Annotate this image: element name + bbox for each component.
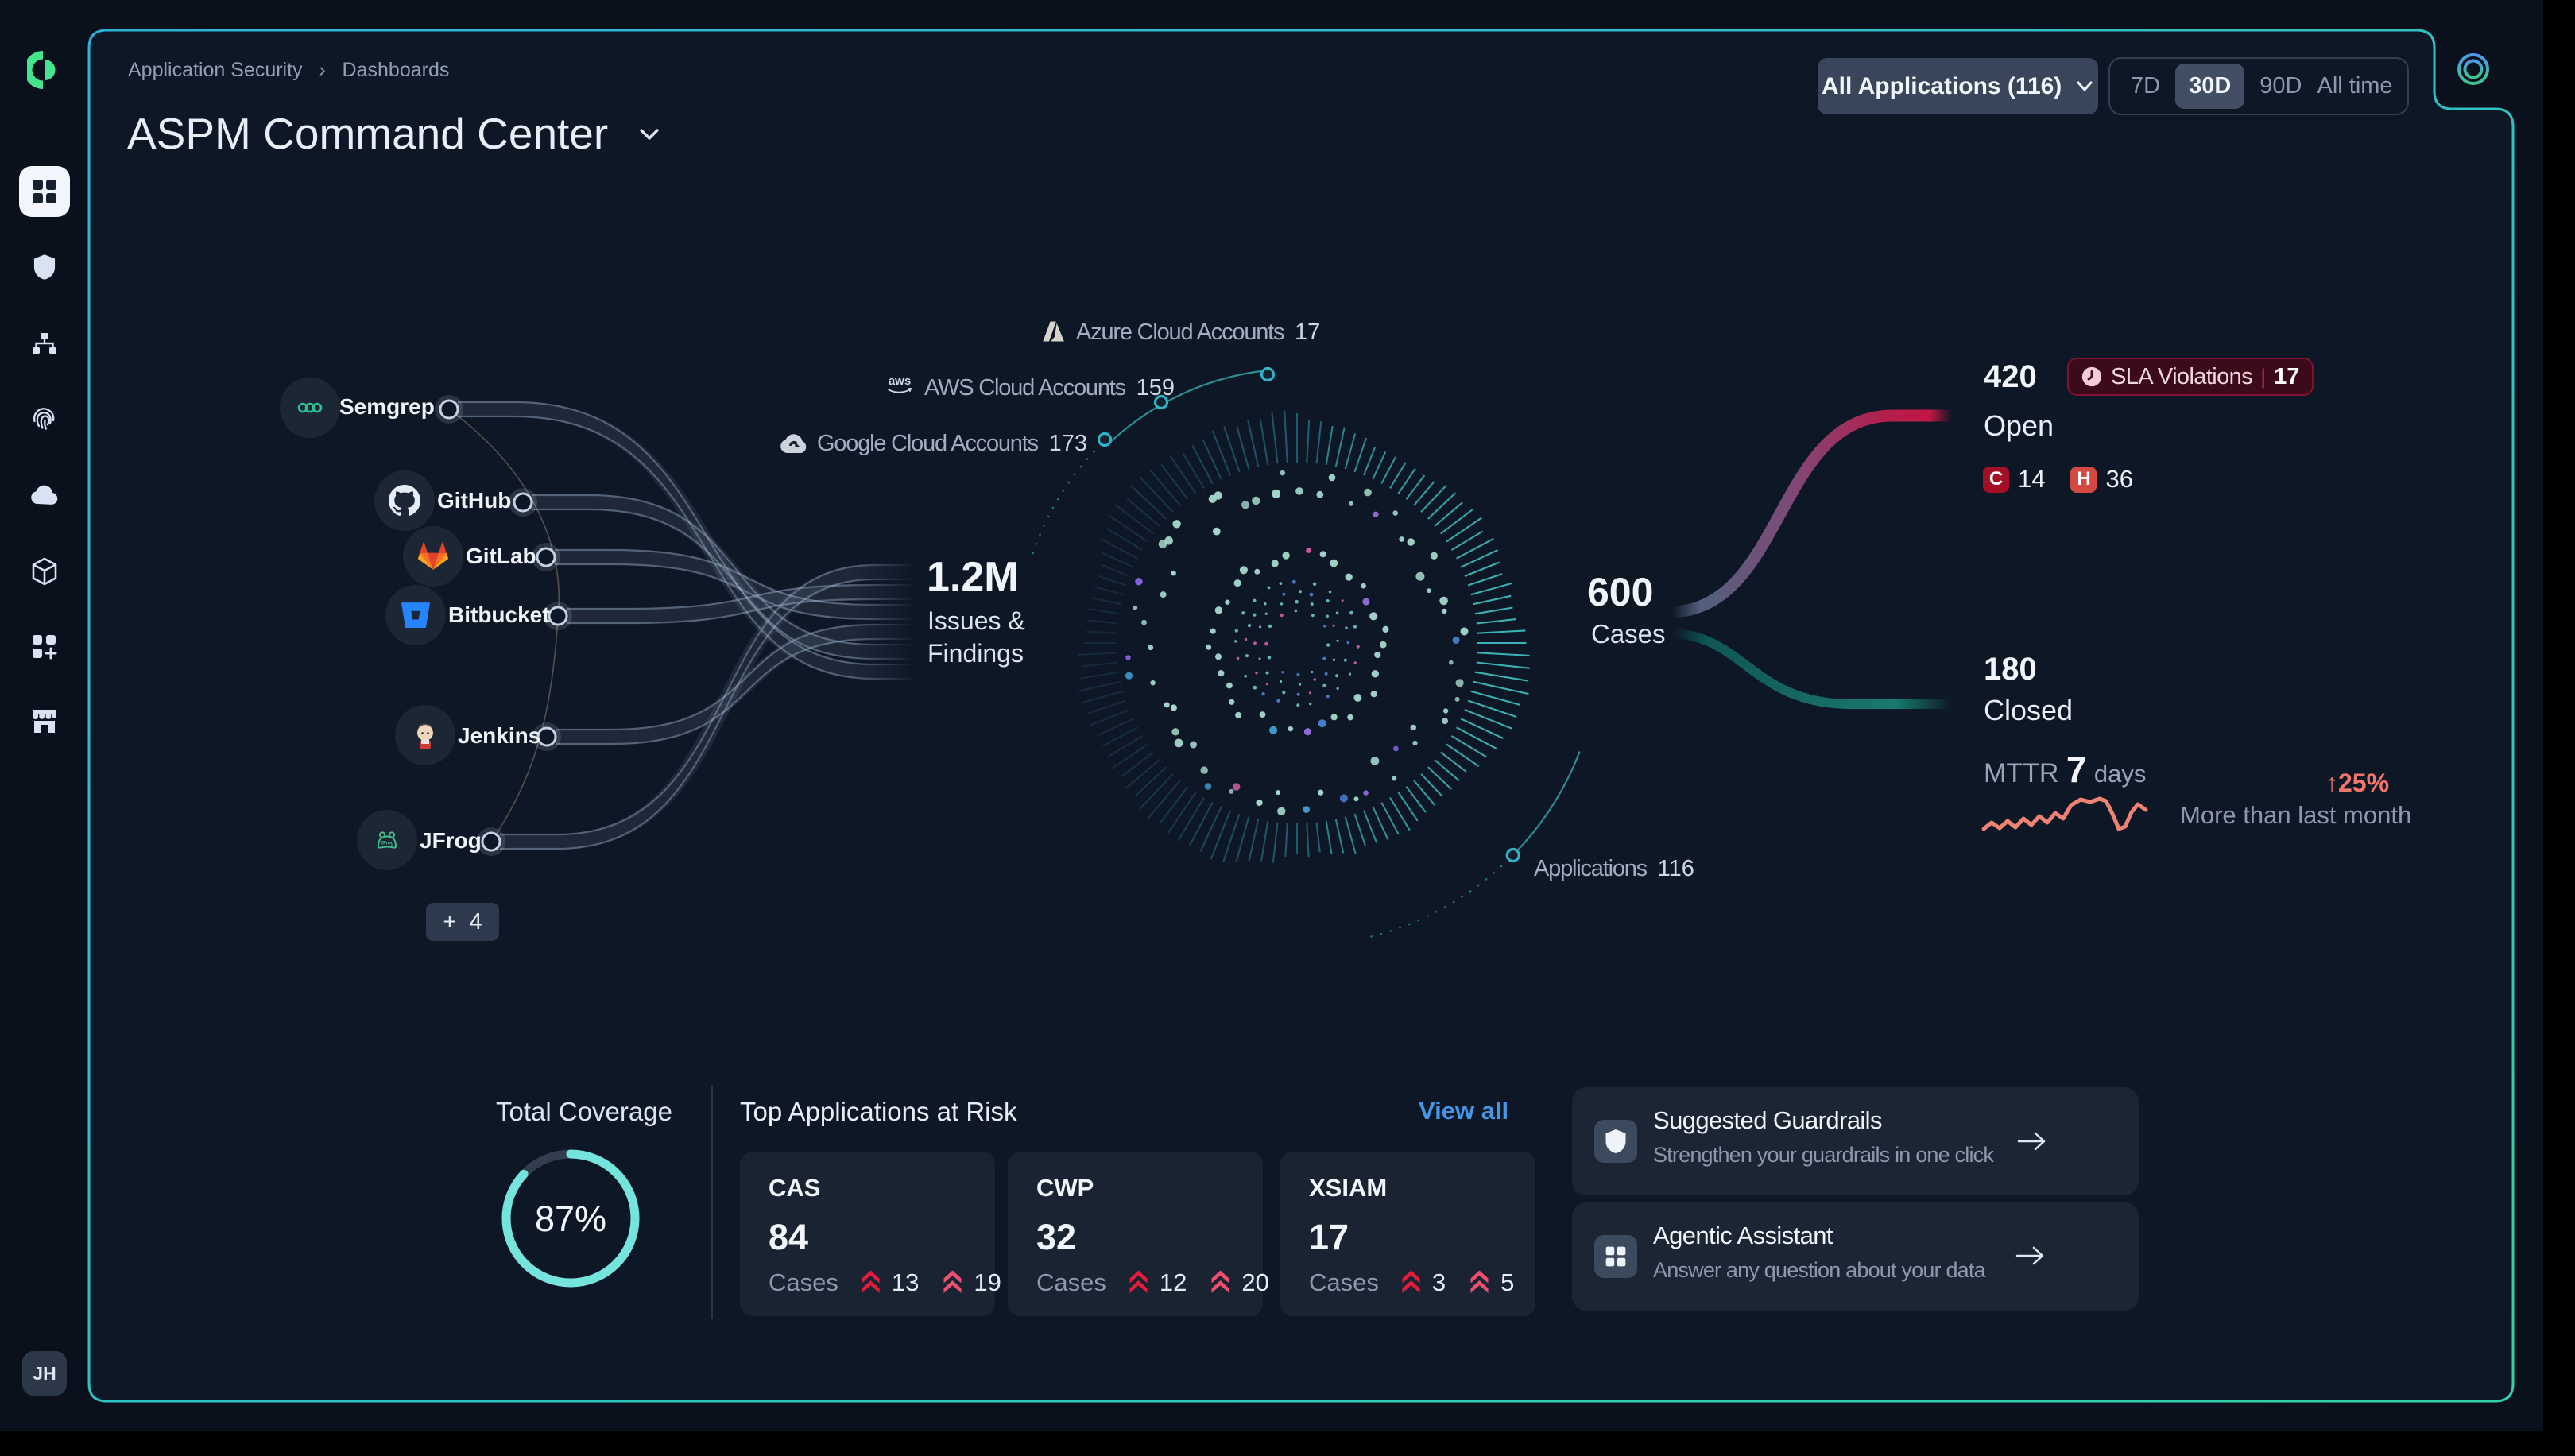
svg-text:JFrog: JFrog xyxy=(381,842,394,846)
svg-text:87%: 87% xyxy=(535,1198,606,1239)
svg-text:aws: aws xyxy=(889,374,911,388)
